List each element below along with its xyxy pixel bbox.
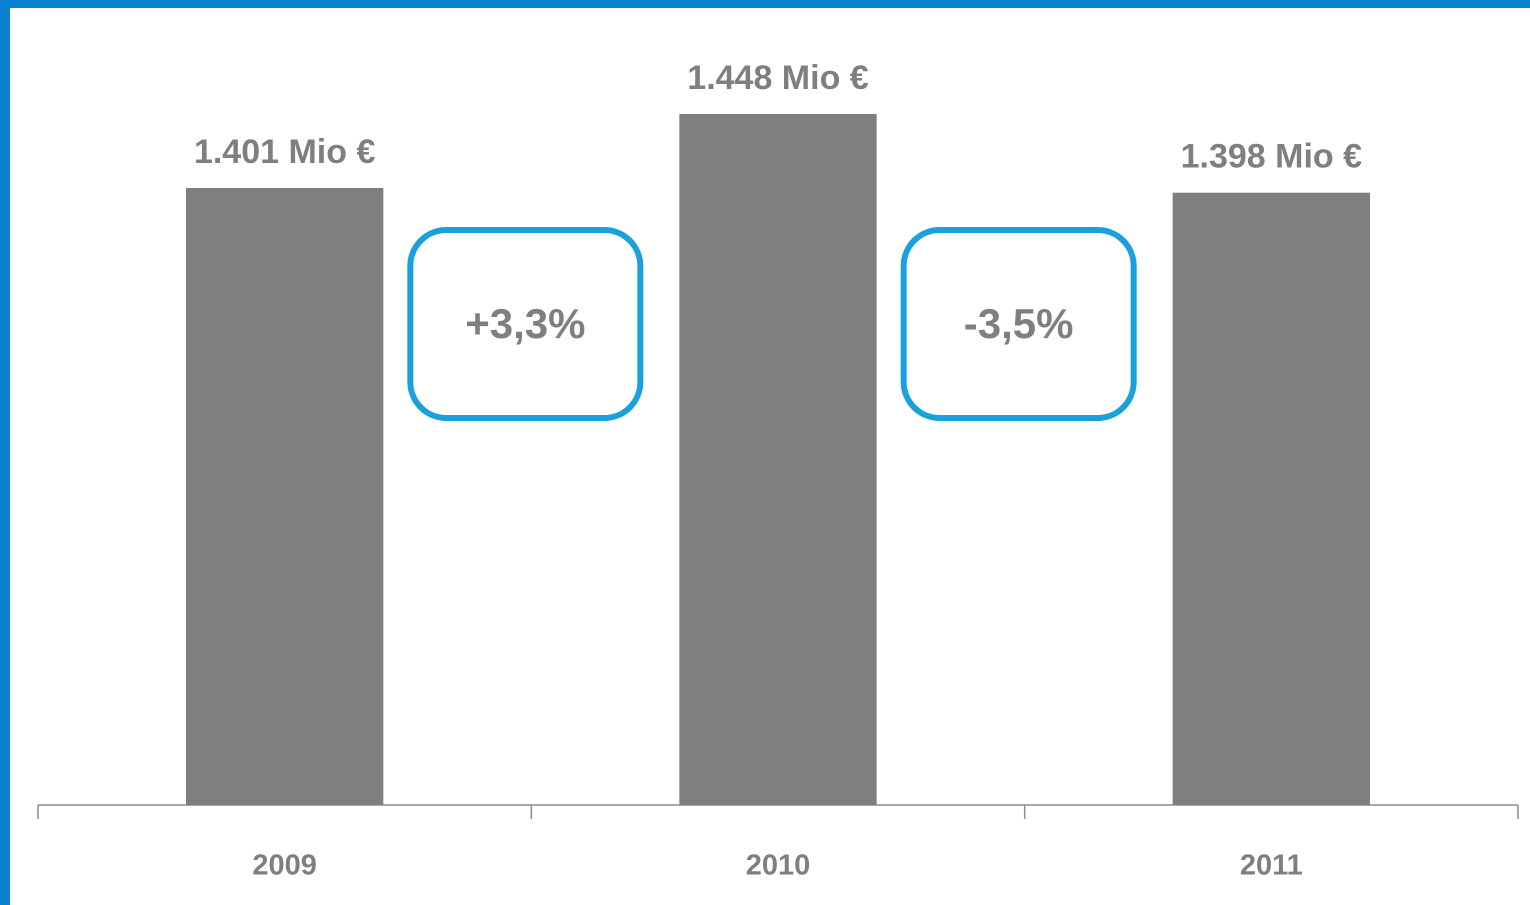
bar (186, 187, 384, 806)
value-label: 1.401 Mio € (194, 133, 376, 171)
x-tick-label: 2011 (1240, 850, 1303, 882)
annotation: +3,3% (465, 300, 585, 347)
bar (1172, 192, 1370, 805)
x-tick-label: 2009 (252, 850, 317, 882)
value-label: 1.448 Mio € (687, 59, 869, 97)
value-label: 1.398 Mio € (1181, 138, 1363, 176)
bar (679, 113, 877, 805)
annotation: -3,5% (964, 300, 1074, 347)
annotation-box (407, 227, 644, 421)
annotation-box (900, 227, 1137, 421)
chart: 1.401 Mio € 2009 1.448 Mio € 2010 1.398 Mio … (10, 8, 1530, 905)
x-tick-label: 2010 (746, 850, 811, 882)
